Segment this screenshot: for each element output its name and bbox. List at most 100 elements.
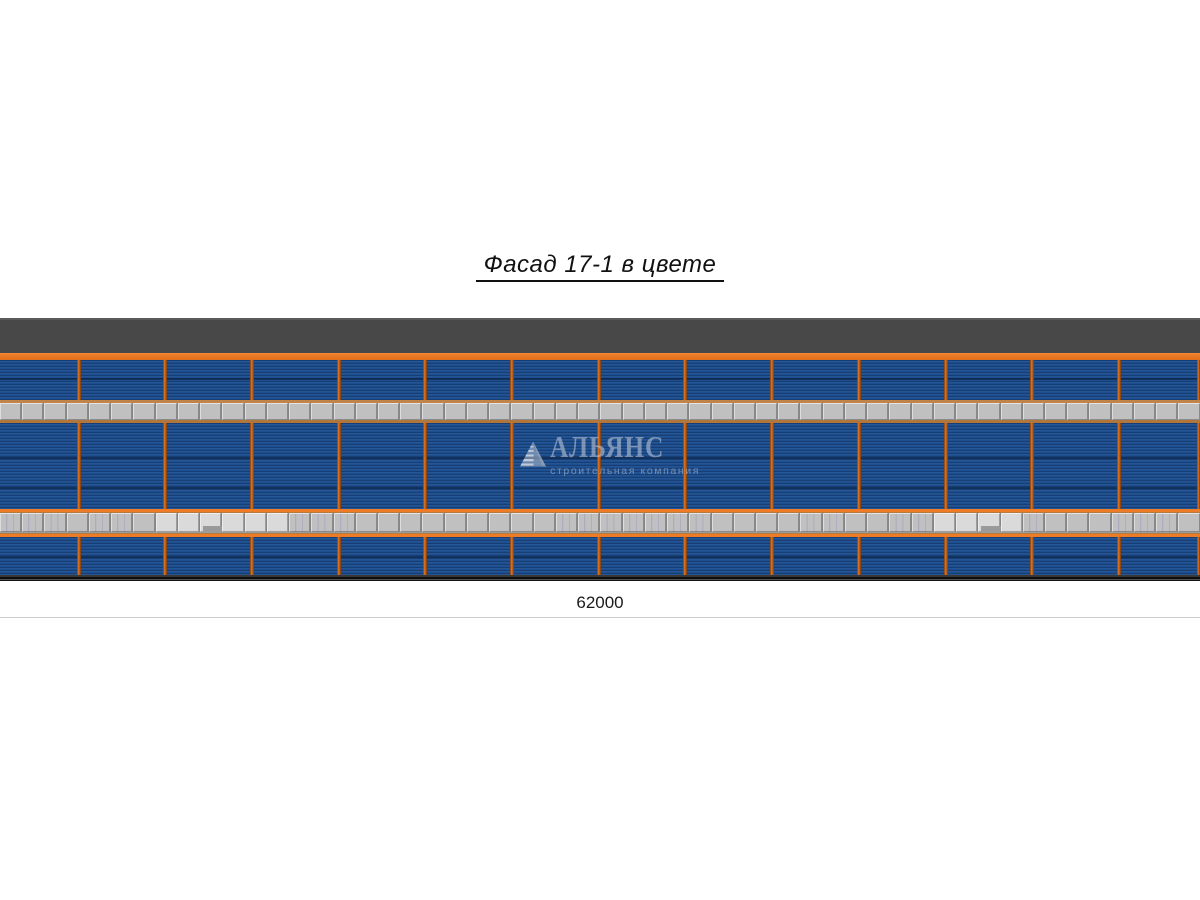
bay-mullion [1030, 360, 1035, 575]
window-pane [533, 403, 555, 420]
window-pane [867, 403, 889, 420]
bay-mullion [510, 360, 514, 575]
window-pane [244, 513, 266, 532]
bay-mullion [683, 360, 688, 575]
window-pane [511, 403, 533, 420]
window-pane [844, 513, 867, 532]
window-pane [200, 403, 222, 420]
window-pane [1156, 403, 1178, 420]
window-pane [88, 403, 111, 420]
window-pane [0, 403, 22, 420]
watermark-text: АЛЬЯНС строительная компания [550, 431, 700, 477]
window-pane [978, 513, 1005, 532]
window-pane [555, 513, 578, 532]
window-pane [22, 403, 44, 420]
window-pane [800, 403, 822, 420]
company-watermark: АЛЬЯНС строительная компания [520, 426, 700, 482]
window-pane [489, 403, 511, 420]
wall-panels: АЛЬЯНС строительная компания [0, 360, 1200, 575]
window-pane [22, 513, 44, 532]
dimension-line [0, 617, 1200, 618]
window-pane [733, 513, 755, 532]
window-pane [66, 403, 88, 420]
facade-elevation: АЛЬЯНС строительная компания [0, 318, 1200, 581]
window-pane [333, 513, 355, 532]
bay-mullion [336, 360, 341, 575]
window-pane [400, 403, 422, 420]
window-pane [1089, 513, 1111, 532]
window-pane [1067, 513, 1089, 532]
window-pane [933, 513, 956, 532]
window-pane [555, 403, 578, 420]
window-pane [44, 513, 66, 532]
window-pane [956, 513, 978, 532]
window-pane [222, 403, 244, 420]
bay-mullion [596, 360, 601, 575]
bay-mullion [76, 360, 81, 575]
window-pane [667, 403, 689, 420]
window-pane [133, 403, 155, 420]
window-pane [1000, 513, 1022, 532]
window-pane [644, 513, 667, 532]
bay-mullion [1116, 360, 1121, 575]
window-pane [1045, 403, 1067, 420]
window-pane [177, 513, 200, 532]
window-pane [355, 513, 377, 532]
window-pane [778, 403, 800, 420]
window-pane [44, 403, 66, 420]
watermark-tagline: строительная компания [550, 464, 700, 477]
window-pane [622, 513, 644, 532]
window-pane [311, 513, 333, 532]
window-pane [867, 513, 889, 532]
window-pane [66, 513, 88, 532]
window-pane [755, 403, 778, 420]
window-pane [956, 403, 978, 420]
window-pane [1022, 513, 1045, 532]
window-pane [466, 403, 489, 420]
window-pane [266, 403, 289, 420]
window-pane [1000, 403, 1022, 420]
drawing-title-text: Фасад 17-1 в цвете [475, 251, 725, 282]
window-pane [111, 513, 133, 532]
parapet-band [0, 318, 1200, 353]
window-pane [289, 513, 311, 532]
window-pane [466, 513, 489, 532]
window-pane [911, 513, 933, 532]
window-pane [1022, 403, 1045, 420]
pyramid-logo-icon [520, 441, 547, 467]
window-pane [422, 513, 444, 532]
window-pane [377, 513, 400, 532]
window-pane [289, 403, 311, 420]
window-pane [889, 403, 911, 420]
plinth-base-strip [0, 575, 1200, 581]
window-pane [733, 403, 755, 420]
window-pane [600, 513, 622, 532]
window-pane [244, 403, 266, 420]
window-pane [622, 403, 644, 420]
window-pane [578, 403, 600, 420]
window-pane [489, 513, 511, 532]
orange-trim-stripe [0, 353, 1200, 360]
bay-mullion [249, 360, 254, 575]
window-pane [422, 403, 444, 420]
window-pane [889, 513, 911, 532]
window-pane [133, 513, 155, 532]
window-pane [1045, 513, 1067, 532]
bay-mullion [423, 360, 428, 575]
upper-ribbon-panes [0, 403, 1200, 420]
window-pane [355, 403, 377, 420]
window-pane [333, 403, 355, 420]
window-pane [1111, 403, 1133, 420]
window-pane [444, 513, 466, 532]
window-pane [533, 513, 555, 532]
window-pane [311, 403, 333, 420]
window-pane [667, 513, 689, 532]
window-pane [0, 513, 22, 532]
window-pane [200, 513, 227, 532]
dimension-label: 62000 [576, 593, 624, 612]
window-pane [222, 513, 244, 532]
window-pane [978, 403, 1000, 420]
bay-mullion [770, 360, 775, 575]
window-pane [1178, 403, 1200, 420]
bay-mullion [856, 360, 861, 575]
